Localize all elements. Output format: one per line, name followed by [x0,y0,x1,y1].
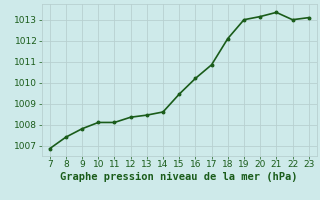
X-axis label: Graphe pression niveau de la mer (hPa): Graphe pression niveau de la mer (hPa) [60,172,298,182]
